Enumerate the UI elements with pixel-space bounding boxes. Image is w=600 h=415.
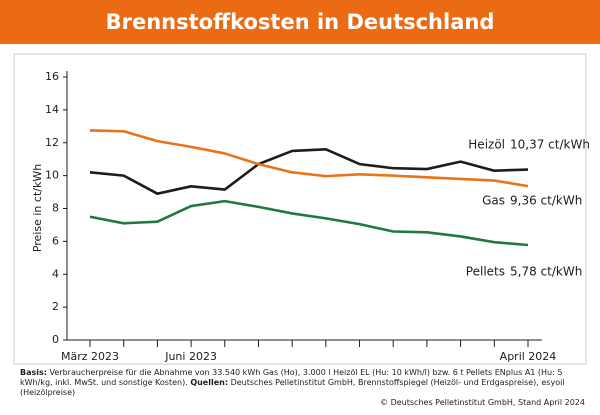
- series-name: Pellets: [466, 265, 505, 279]
- sources-label: Quellen:: [190, 378, 229, 387]
- y-axis-label: Preise in ct/kWh: [31, 164, 44, 252]
- series-name: Heizöl: [468, 138, 505, 152]
- y-tick-label: 16: [45, 70, 59, 83]
- y-tick-label: 0: [52, 333, 59, 346]
- y-tick-label: 6: [52, 234, 59, 247]
- basis-text: Verbraucherpreise für die Abnahme von 33…: [20, 368, 563, 387]
- chart-title: Brennstoffkosten in Deutschland: [106, 10, 495, 34]
- line: [89, 148, 529, 196]
- y-tick-label: 8: [52, 202, 59, 215]
- line: [89, 199, 529, 247]
- sources-text: Deutsches Pelletinstitut GmbH, Brennstof…: [20, 378, 565, 397]
- x-tick-label: März 2023: [61, 350, 119, 363]
- series-end-label: 5,78 ct/kWh: [510, 265, 582, 279]
- series-name: Gas: [482, 194, 505, 208]
- y-tick-label: 4: [52, 267, 59, 280]
- line: [89, 129, 529, 188]
- y-tick-label: 2: [52, 300, 59, 313]
- y-tick-label: 12: [45, 136, 59, 149]
- header-bar: [0, 0, 600, 44]
- basis-label: Basis:: [20, 368, 47, 377]
- frame: [13, 53, 587, 365]
- y-tick-label: 14: [45, 103, 59, 116]
- footnote: Basis: Verbraucherpreise für die Abnahme…: [20, 368, 585, 408]
- y-tick-label: 10: [45, 169, 59, 182]
- copyright: © Deutsches Pelletinstitut GmbH, Stand A…: [380, 398, 585, 407]
- x-tick-label: Juni 2023: [164, 350, 217, 363]
- series-end-label: 10,37 ct/kWh: [510, 138, 590, 152]
- chart: Brennstoffkosten in Deutschland Preise i…: [0, 0, 600, 365]
- x-tick-label: April 2024: [500, 350, 557, 363]
- series-end-label: 9,36 ct/kWh: [510, 194, 582, 208]
